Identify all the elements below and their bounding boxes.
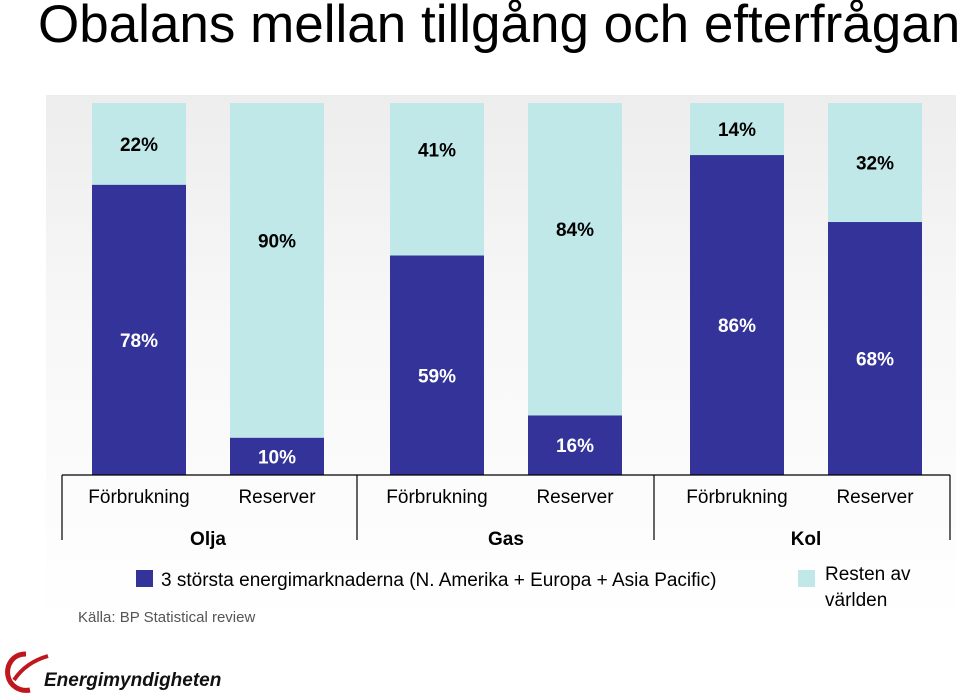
category-tick-label: Reserver xyxy=(238,487,316,508)
bar-value-label: 86% xyxy=(718,316,756,337)
group-label: Gas xyxy=(488,529,524,550)
legend-label-series-1: 3 största energimarknaderna (N. Amerika … xyxy=(161,570,716,591)
legend-label-series-2-line2: världen xyxy=(825,590,887,611)
page-title: Obalans mellan tillgång och efterfrågan xyxy=(38,0,960,54)
bar-value-label: 16% xyxy=(556,436,594,457)
bar-labels-layer: 22% 78% 90% 10% 41% 59% 84% 16% 14% 86% 32% 68% xyxy=(120,120,894,468)
bar-segment-resten-av-varlden xyxy=(230,103,324,438)
bar-segment-resten-av-varlden xyxy=(528,103,622,416)
category-tick-label: Förbrukning xyxy=(386,487,487,508)
bar-value-label: 10% xyxy=(258,447,296,468)
bar-value-label: 22% xyxy=(120,135,158,156)
bars-layer xyxy=(92,103,922,475)
chart-panel xyxy=(46,95,956,627)
logo-name: Energimyndigheten xyxy=(44,670,222,691)
bar-segment-3-storsta xyxy=(390,255,484,475)
bar-value-label: 68% xyxy=(856,350,894,371)
legend-label-series-2-line1: Resten av xyxy=(825,564,911,585)
bar-segment-resten-av-varlden xyxy=(828,103,922,223)
bar-segment-3-storsta xyxy=(92,184,186,475)
legend: 3 största energimarknaderna (N. Amerika … xyxy=(136,564,911,611)
legend-swatch-series-2 xyxy=(798,570,815,587)
source-note: Källa: BP Statistical review xyxy=(78,609,255,626)
group-label: Olja xyxy=(190,529,226,550)
bar-value-label: 41% xyxy=(418,140,456,161)
bar-value-label: 14% xyxy=(718,120,756,141)
bar-segment-resten-av-varlden xyxy=(92,103,186,185)
energimyndigheten-logo-icon xyxy=(5,651,49,693)
group-labels: Olja Gas Kol xyxy=(190,529,821,550)
bar-segment-3-storsta xyxy=(230,437,324,475)
bar-value-label: 84% xyxy=(556,220,594,241)
bar-value-label: 59% xyxy=(418,366,456,387)
bar-segment-3-storsta xyxy=(528,415,622,475)
bar-segment-3-storsta xyxy=(828,222,922,475)
category-tick-label: Förbrukning xyxy=(686,487,787,508)
category-tick-label: Förbrukning xyxy=(88,487,189,508)
category-tick-label: Reserver xyxy=(836,487,914,508)
category-tick-label: Reserver xyxy=(536,487,614,508)
bar-segment-resten-av-varlden xyxy=(690,103,784,156)
category-axis xyxy=(61,474,951,540)
bar-segment-resten-av-varlden xyxy=(390,103,484,256)
group-label: Kol xyxy=(791,529,822,550)
bar-value-label: 90% xyxy=(258,231,296,252)
bar-segment-3-storsta xyxy=(690,155,784,475)
bar-value-label: 32% xyxy=(856,154,894,175)
category-labels: Förbrukning Reserver Förbrukning Reserver Fö… xyxy=(88,487,914,508)
bar-value-label: 78% xyxy=(120,331,158,352)
legend-swatch-series-1 xyxy=(136,570,153,587)
